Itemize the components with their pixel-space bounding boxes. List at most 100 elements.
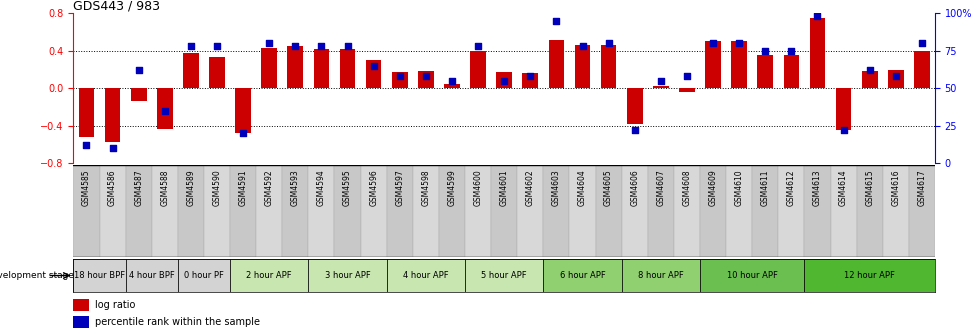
Bar <box>386 165 413 257</box>
Bar <box>100 165 125 257</box>
Text: GSM4610: GSM4610 <box>734 169 743 206</box>
Bar <box>548 40 563 88</box>
Text: GDS443 / 983: GDS443 / 983 <box>73 0 160 12</box>
Point <box>679 74 694 79</box>
Bar <box>152 165 178 257</box>
Point <box>626 127 642 133</box>
Text: 4 hour APF: 4 hour APF <box>403 271 448 280</box>
Text: GSM4602: GSM4602 <box>525 169 534 206</box>
Text: GSM4611: GSM4611 <box>760 169 769 206</box>
Bar <box>413 165 438 257</box>
Bar <box>313 49 329 88</box>
Point <box>809 14 824 19</box>
Point <box>548 18 563 24</box>
Point <box>261 41 277 46</box>
Bar <box>574 45 590 88</box>
Point <box>574 44 590 49</box>
Bar <box>178 259 230 292</box>
Text: GSM4614: GSM4614 <box>838 169 847 206</box>
Point <box>731 41 746 46</box>
Point <box>496 78 511 83</box>
Bar <box>856 165 882 257</box>
Point <box>444 78 460 83</box>
Bar <box>782 55 798 88</box>
Bar <box>235 88 250 133</box>
Text: GSM4617: GSM4617 <box>916 169 925 206</box>
Bar <box>282 165 308 257</box>
Bar <box>569 165 595 257</box>
Bar <box>366 60 381 88</box>
Point <box>183 44 199 49</box>
Point <box>469 44 485 49</box>
Bar <box>73 165 100 257</box>
Bar <box>131 88 147 101</box>
Bar <box>647 165 673 257</box>
Point <box>105 145 120 151</box>
Point <box>861 68 876 73</box>
Point <box>78 142 94 148</box>
Point <box>782 48 798 53</box>
Point <box>366 63 381 69</box>
Bar <box>308 259 386 292</box>
Bar <box>600 45 616 88</box>
Bar <box>105 88 120 142</box>
Text: GSM4594: GSM4594 <box>317 169 326 206</box>
Bar <box>882 165 908 257</box>
Bar <box>203 165 230 257</box>
Point <box>156 108 172 113</box>
Bar <box>178 165 203 257</box>
Bar <box>595 165 621 257</box>
Bar <box>731 41 746 88</box>
Bar <box>491 165 516 257</box>
Bar <box>887 70 903 88</box>
Text: 8 hour APF: 8 hour APF <box>638 271 683 280</box>
Text: GSM4591: GSM4591 <box>239 169 247 206</box>
Text: GSM4593: GSM4593 <box>290 169 299 206</box>
Text: 12 hour APF: 12 hour APF <box>843 271 894 280</box>
Bar <box>230 165 256 257</box>
Text: GSM4597: GSM4597 <box>395 169 404 206</box>
Bar <box>726 165 751 257</box>
Text: GSM4586: GSM4586 <box>108 169 117 206</box>
Bar <box>621 165 647 257</box>
Point <box>600 41 616 46</box>
Text: percentile rank within the sample: percentile rank within the sample <box>95 317 260 327</box>
Text: GSM4615: GSM4615 <box>865 169 873 206</box>
Text: GSM4590: GSM4590 <box>212 169 221 206</box>
Bar <box>861 71 876 88</box>
Bar <box>339 49 355 88</box>
Bar <box>444 84 460 88</box>
Bar <box>230 259 308 292</box>
Bar <box>908 165 934 257</box>
Text: GSM4600: GSM4600 <box>473 169 482 206</box>
Bar <box>673 165 699 257</box>
Bar <box>360 165 386 257</box>
Bar <box>496 72 511 88</box>
Text: GSM4601: GSM4601 <box>499 169 509 206</box>
Bar <box>73 316 89 328</box>
Bar <box>699 259 804 292</box>
Text: 2 hour APF: 2 hour APF <box>246 271 291 280</box>
Text: 4 hour BPF: 4 hour BPF <box>129 271 174 280</box>
Text: GSM4585: GSM4585 <box>82 169 91 206</box>
Text: GSM4595: GSM4595 <box>342 169 352 206</box>
Text: GSM4596: GSM4596 <box>369 169 378 206</box>
Bar <box>308 165 334 257</box>
Text: GSM4606: GSM4606 <box>630 169 639 206</box>
Text: 18 hour BPF: 18 hour BPF <box>74 271 125 280</box>
Bar <box>125 165 152 257</box>
Text: development stage: development stage <box>0 271 74 280</box>
Bar <box>469 51 485 88</box>
Bar <box>334 165 360 257</box>
Bar <box>829 165 856 257</box>
Bar <box>809 18 824 88</box>
Bar <box>418 71 433 88</box>
Text: GSM4608: GSM4608 <box>682 169 690 206</box>
Point <box>913 41 929 46</box>
Bar <box>626 88 642 124</box>
Text: GSM4616: GSM4616 <box>890 169 900 206</box>
Bar <box>288 46 303 88</box>
Bar <box>438 165 465 257</box>
Text: 6 hour APF: 6 hour APF <box>559 271 604 280</box>
Bar <box>465 259 543 292</box>
